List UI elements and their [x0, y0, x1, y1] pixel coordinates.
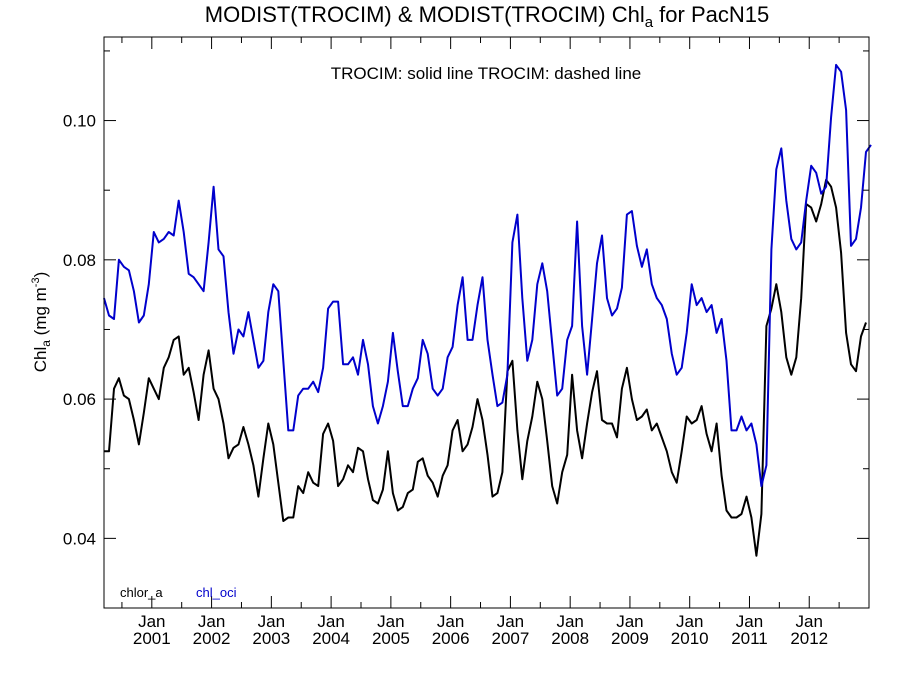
- x-tick-year-label: 2003: [252, 629, 290, 648]
- x-tick-month-label: Jan: [437, 612, 464, 631]
- series-line-chl-oci: [103, 63, 872, 488]
- x-tick-year-label: 2004: [312, 629, 350, 648]
- x-tick-month-label: Jan: [736, 612, 763, 631]
- plot-frame: [103, 36, 870, 609]
- y-tick-label: 0.06: [63, 390, 96, 409]
- x-tick-month-label: Jan: [258, 612, 285, 631]
- x-tick-year-label: 2009: [611, 629, 649, 648]
- y-tick-label: 0.08: [63, 251, 96, 270]
- y-tick-label: 0.10: [63, 112, 96, 131]
- x-tick-year-label: 2008: [551, 629, 589, 648]
- x-tick-year-label: 2006: [432, 629, 470, 648]
- y-axis-label-prefix: Chl: [31, 347, 50, 373]
- x-tick-year-label: 2011: [731, 629, 768, 648]
- x-tick-month-label: Jan: [497, 612, 524, 631]
- y-axis-label-unit-superscript: -3: [30, 277, 42, 287]
- chart-title-suffix: for PacN15: [653, 2, 769, 27]
- x-tick-month-label: Jan: [556, 612, 583, 631]
- chart-title-subscript: a: [645, 14, 654, 31]
- x-tick-month-label: Jan: [796, 612, 823, 631]
- legend-chlor-a: chlor_a: [120, 585, 163, 600]
- x-tick-year-label: 2012: [790, 629, 828, 648]
- legend-chl-oci: chl_oci: [196, 585, 237, 600]
- series-layer: [103, 63, 872, 557]
- x-tick-year-label: 2001: [133, 629, 171, 648]
- chart-title-prefix: MODIST(TROCIM) & MODIST(TROCIM) Chl: [205, 2, 645, 27]
- ticks-layer: 0.040.060.080.10Jan2001Jan2002Jan2003Jan…: [63, 37, 869, 648]
- x-tick-month-label: Jan: [676, 612, 703, 631]
- y-axis-label-unit-suffix: ): [31, 272, 50, 278]
- y-axis-label: Chla (mg m-3): [30, 272, 53, 373]
- x-tick-month-label: Jan: [198, 612, 225, 631]
- x-tick-year-label: 2007: [491, 629, 529, 648]
- x-tick-year-label: 2002: [193, 629, 231, 648]
- y-axis-label-unit-prefix: (mg m: [31, 287, 50, 340]
- chart-title: MODIST(TROCIM) & MODIST(TROCIM) Chla for…: [205, 2, 769, 31]
- series-line-chlor-a: [104, 178, 867, 557]
- x-tick-month-label: Jan: [138, 612, 165, 631]
- x-tick-month-label: Jan: [616, 612, 643, 631]
- x-tick-month-label: Jan: [317, 612, 344, 631]
- x-tick-year-label: 2010: [671, 629, 709, 648]
- line-style-annotation: TROCIM: solid line TROCIM: dashed line: [331, 64, 642, 83]
- x-tick-year-label: 2005: [372, 629, 410, 648]
- x-tick-month-label: Jan: [377, 612, 404, 631]
- y-axis-label-subscript: a: [39, 340, 53, 347]
- y-tick-label: 0.04: [63, 529, 96, 548]
